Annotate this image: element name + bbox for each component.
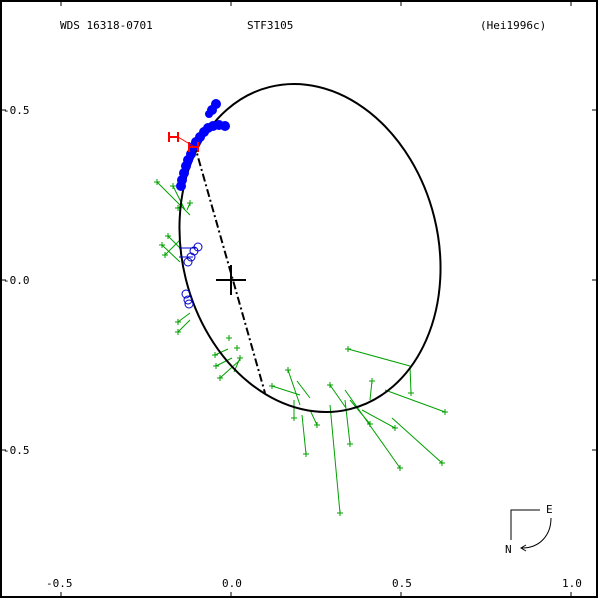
bottom-ticks xyxy=(60,592,572,597)
micrometer-crosses xyxy=(154,179,448,516)
highlighted-observation xyxy=(168,132,199,152)
wds-id-label: WDS 16318-0701 xyxy=(60,19,153,32)
compass-east-label: E xyxy=(546,503,553,516)
reference-label: (Hei1996c) xyxy=(480,19,546,32)
micrometer-observations xyxy=(156,181,446,514)
top-ticks xyxy=(60,1,572,6)
orbit-ellipse xyxy=(178,82,442,414)
y-tick-label: -0.5 xyxy=(3,104,30,117)
compass-indicator xyxy=(510,509,552,552)
x-tick-label: 1.0 xyxy=(562,577,582,590)
primary-star-marker xyxy=(216,265,246,295)
right-ticks xyxy=(592,109,597,451)
y-tick-label: -0.0 xyxy=(3,274,30,287)
x-tick-label: 0.0 xyxy=(222,577,242,590)
left-ticks xyxy=(1,109,6,451)
interferometric-observations xyxy=(179,242,203,309)
x-tick-label: 0.5 xyxy=(392,577,412,590)
compass-north-label: N xyxy=(505,543,512,556)
x-tick-label: -0.5 xyxy=(46,577,73,590)
line-of-nodes xyxy=(193,142,266,394)
y-tick-label: -0.5 xyxy=(3,444,30,457)
discoverer-label: STF3105 xyxy=(247,19,293,32)
